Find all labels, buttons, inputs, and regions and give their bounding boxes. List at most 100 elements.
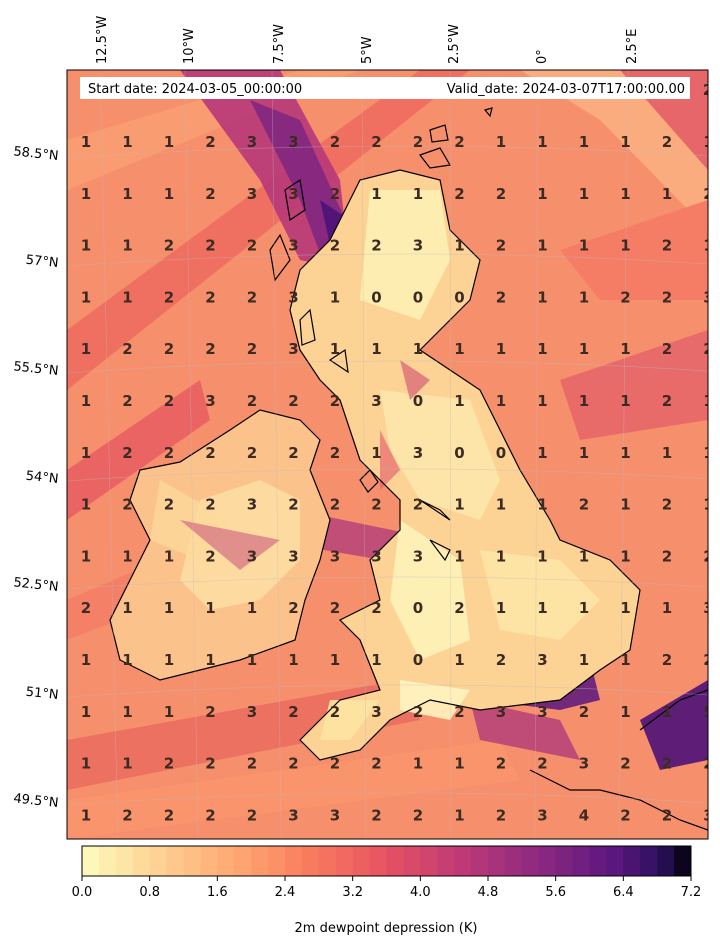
grid-value: 2 — [620, 755, 630, 773]
grid-value: 1 — [81, 496, 91, 514]
grid-value: 2 — [247, 806, 257, 824]
grid-value: 2 — [413, 806, 423, 824]
grid-value: 2 — [662, 392, 672, 410]
longitude-labels: 12.5°W 10°W 7.5°W 5°W 2.5°W 0° 2.5°E — [95, 16, 640, 64]
colorbar-swatch — [606, 846, 624, 876]
grid-value: 2 — [703, 81, 713, 99]
grid-value: 3 — [247, 133, 257, 151]
grid-value: 3 — [703, 599, 713, 617]
grid-value: 1 — [620, 392, 630, 410]
grid-value: 2 — [662, 237, 672, 255]
grid-value: 2 — [288, 599, 298, 617]
grid-value: 1 — [371, 340, 381, 358]
colorbar-tick-label: 1.6 — [207, 885, 228, 900]
grid-value: 1 — [413, 185, 423, 203]
grid-value: 1 — [454, 392, 464, 410]
grid-value: 1 — [496, 133, 506, 151]
grid-value: 2 — [496, 806, 506, 824]
grid-value: 2 — [247, 340, 257, 358]
grid-value: 1 — [496, 496, 506, 514]
grid-value: 2 — [164, 340, 174, 358]
grid-value: 1 — [81, 237, 91, 255]
grid-value: 3 — [288, 806, 298, 824]
colorbar-swatch — [98, 846, 117, 876]
grid-value: 1 — [205, 651, 215, 669]
grid-value: 1 — [579, 547, 589, 565]
grid-value: 2 — [122, 806, 132, 824]
colorbar-ticks: 0.0 0.8 1.6 2.4 3.2 4.0 4.8 5.6 6.4 7.2 — [72, 876, 701, 900]
header-box — [80, 77, 690, 99]
grid-value: 1 — [579, 444, 589, 462]
grid-value: 2 — [662, 806, 672, 824]
grid-value: 1 — [620, 599, 630, 617]
grid-value: 2 — [205, 133, 215, 151]
grid-value: 1 — [81, 133, 91, 151]
grid-value: 3 — [371, 392, 381, 410]
grid-value: 3 — [703, 288, 713, 306]
lon-label: 0° — [535, 49, 550, 64]
grid-value: 2 — [454, 599, 464, 617]
grid-value: 2 — [330, 444, 340, 462]
grid-value: 2 — [703, 340, 713, 358]
colorbar-swatch — [504, 846, 523, 876]
grid-value: 2 — [496, 651, 506, 669]
grid-value: 1 — [164, 547, 174, 565]
grid-value: 3 — [288, 237, 298, 255]
grid-value: 1 — [537, 496, 547, 514]
grid-value: 2 — [122, 444, 132, 462]
grid-value: 0 — [454, 288, 464, 306]
grid-value: 2 — [330, 755, 340, 773]
grid-value: 2 — [620, 288, 630, 306]
grid-value: 2 — [579, 703, 589, 721]
colorbar-swatch — [572, 846, 590, 876]
grid-value: 2 — [122, 392, 132, 410]
grid-value: 1 — [454, 651, 464, 669]
grid-value: 2 — [164, 288, 174, 306]
grid-value: 1 — [620, 703, 630, 721]
grid-value: 2 — [122, 496, 132, 514]
grid-value: 2 — [205, 288, 215, 306]
grid-value: 1 — [81, 392, 91, 410]
colorbar-swatch — [420, 846, 438, 876]
grid-value: 1 — [537, 599, 547, 617]
grid-value: 3 — [537, 703, 547, 721]
grid-value: 2 — [288, 496, 298, 514]
grid-value: 2 — [164, 496, 174, 514]
grid-value: 5 — [703, 703, 713, 721]
colorbar-swatch — [521, 846, 540, 876]
grid-value: 2 — [330, 237, 340, 255]
grid-value: 2 — [288, 392, 298, 410]
grid-value: 1 — [662, 444, 672, 462]
colorbar-swatch — [217, 846, 235, 876]
colorbar: 0.0 0.8 1.6 2.4 3.2 4.0 4.8 5.6 6.4 7.2 2m dewpoi… — [72, 845, 701, 936]
grid-value: 2 — [371, 599, 381, 617]
colorbar-tick-label: 4.0 — [410, 885, 431, 900]
grid-value: 2 — [164, 806, 174, 824]
grid-value: 2 — [288, 755, 298, 773]
colorbar-swatch — [589, 846, 607, 876]
colorbar-swatch — [268, 846, 286, 876]
grid-value: 1 — [454, 496, 464, 514]
colorbar-swatch — [538, 846, 557, 876]
grid-value: 2 — [205, 547, 215, 565]
colorbar-swatches — [82, 846, 692, 876]
grid-value: 3 — [371, 547, 381, 565]
lon-label: 7.5°W — [272, 24, 287, 64]
grid-value: 2 — [247, 288, 257, 306]
colorbar-tick-label: 2.4 — [275, 885, 296, 900]
grid-value: 1 — [620, 185, 630, 203]
grid-value: 2 — [288, 703, 298, 721]
grid-value: 2 — [371, 755, 381, 773]
lat-label: 54°N — [25, 469, 59, 487]
grid-value: 3 — [205, 392, 215, 410]
colorbar-swatch — [318, 846, 337, 876]
grid-value: 1 — [537, 237, 547, 255]
grid-value: 1 — [579, 599, 589, 617]
grid-value: 3 — [330, 806, 340, 824]
grid-value: 1 — [330, 340, 340, 358]
grid-value: 1 — [81, 806, 91, 824]
grid-value: 3 — [288, 340, 298, 358]
grid-value: 2 — [662, 547, 672, 565]
grid-value: 1 — [703, 392, 713, 410]
grid-value: 0 — [454, 444, 464, 462]
